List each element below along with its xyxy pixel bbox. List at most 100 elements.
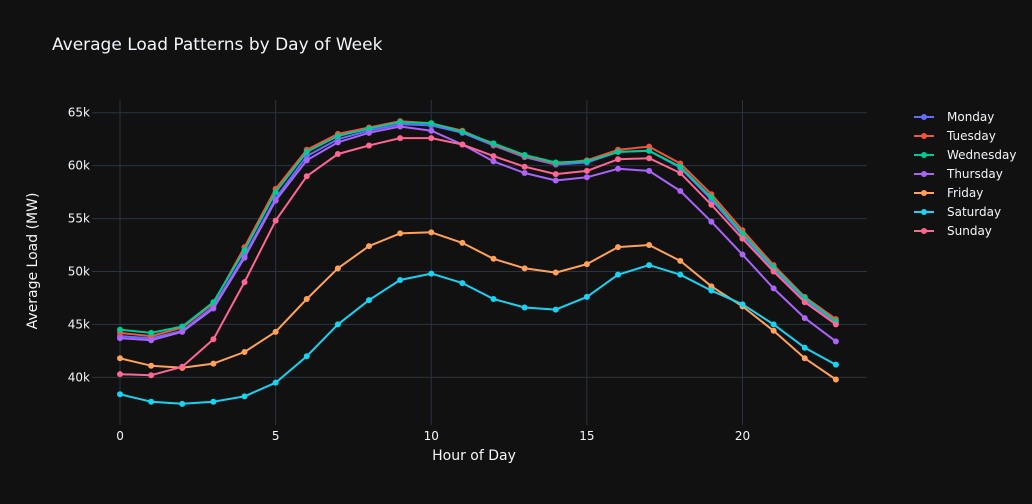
- legend-item-sunday[interactable]: Sunday: [914, 224, 992, 238]
- data-point[interactable]: [521, 265, 528, 272]
- data-point[interactable]: [334, 139, 341, 146]
- legend-item-friday[interactable]: Friday: [914, 186, 983, 200]
- data-point[interactable]: [677, 170, 684, 177]
- data-point[interactable]: [521, 163, 528, 170]
- data-point[interactable]: [272, 217, 279, 224]
- data-point[interactable]: [521, 152, 528, 159]
- data-point[interactable]: [770, 327, 777, 334]
- data-point[interactable]: [521, 304, 528, 311]
- data-point[interactable]: [646, 155, 653, 162]
- data-point[interactable]: [148, 398, 155, 405]
- data-point[interactable]: [770, 285, 777, 292]
- data-point[interactable]: [677, 271, 684, 278]
- data-point[interactable]: [459, 141, 466, 148]
- data-point[interactable]: [677, 188, 684, 195]
- data-point[interactable]: [708, 218, 715, 225]
- data-point[interactable]: [615, 271, 622, 278]
- data-point[interactable]: [210, 299, 217, 306]
- data-point[interactable]: [459, 280, 466, 287]
- data-point[interactable]: [801, 299, 808, 306]
- data-point[interactable]: [210, 305, 217, 312]
- data-point[interactable]: [241, 348, 248, 355]
- series-line[interactable]: [119, 123, 837, 340]
- data-point[interactable]: [428, 120, 435, 127]
- data-point[interactable]: [552, 306, 559, 313]
- data-point[interactable]: [646, 167, 653, 174]
- data-point[interactable]: [490, 255, 497, 262]
- series-line[interactable]: [119, 264, 837, 405]
- series-friday[interactable]: [117, 229, 839, 383]
- data-point[interactable]: [646, 143, 653, 150]
- data-point[interactable]: [459, 128, 466, 135]
- data-point[interactable]: [583, 158, 590, 165]
- data-point[interactable]: [615, 244, 622, 251]
- data-point[interactable]: [334, 265, 341, 272]
- data-point[interactable]: [490, 296, 497, 303]
- series-monday[interactable]: [117, 121, 839, 342]
- series-line[interactable]: [119, 137, 837, 377]
- data-point[interactable]: [241, 254, 248, 261]
- data-point[interactable]: [303, 148, 310, 155]
- data-point[interactable]: [677, 163, 684, 170]
- data-point[interactable]: [272, 197, 279, 204]
- data-point[interactable]: [210, 398, 217, 405]
- data-point[interactable]: [117, 335, 124, 342]
- data-point[interactable]: [490, 140, 497, 147]
- data-point[interactable]: [646, 262, 653, 269]
- data-point[interactable]: [366, 297, 373, 304]
- data-point[interactable]: [117, 391, 124, 398]
- data-point[interactable]: [583, 293, 590, 300]
- data-point[interactable]: [366, 142, 373, 149]
- data-point[interactable]: [708, 283, 715, 290]
- data-point[interactable]: [366, 125, 373, 132]
- data-point[interactable]: [179, 400, 186, 407]
- data-point[interactable]: [241, 393, 248, 400]
- data-point[interactable]: [708, 194, 715, 201]
- data-point[interactable]: [552, 269, 559, 276]
- series-line[interactable]: [119, 121, 837, 334]
- series-line[interactable]: [119, 125, 837, 343]
- legend-item-monday[interactable]: Monday: [914, 110, 994, 124]
- data-point[interactable]: [770, 321, 777, 328]
- data-point[interactable]: [272, 379, 279, 386]
- series-thursday[interactable]: [117, 123, 839, 345]
- data-point[interactable]: [272, 189, 279, 196]
- data-point[interactable]: [428, 229, 435, 236]
- data-point[interactable]: [583, 174, 590, 181]
- data-point[interactable]: [148, 362, 155, 369]
- series-saturday[interactable]: [117, 262, 839, 407]
- data-point[interactable]: [334, 132, 341, 139]
- data-point[interactable]: [303, 353, 310, 360]
- data-point[interactable]: [303, 296, 310, 303]
- data-point[interactable]: [490, 153, 497, 160]
- data-point[interactable]: [708, 201, 715, 208]
- data-point[interactable]: [179, 363, 186, 370]
- series-sunday[interactable]: [117, 135, 839, 379]
- data-point[interactable]: [832, 361, 839, 368]
- data-point[interactable]: [397, 135, 404, 142]
- data-point[interactable]: [832, 338, 839, 345]
- data-point[interactable]: [739, 301, 746, 308]
- data-point[interactable]: [708, 287, 715, 294]
- data-point[interactable]: [397, 123, 404, 130]
- data-point[interactable]: [428, 135, 435, 142]
- data-point[interactable]: [428, 127, 435, 134]
- data-point[interactable]: [179, 328, 186, 335]
- data-point[interactable]: [583, 261, 590, 268]
- legend-item-saturday[interactable]: Saturday: [914, 205, 1001, 219]
- series-line[interactable]: [119, 231, 837, 381]
- data-point[interactable]: [801, 315, 808, 322]
- data-point[interactable]: [646, 147, 653, 154]
- data-point[interactable]: [490, 158, 497, 165]
- legend-item-wednesday[interactable]: Wednesday: [914, 148, 1016, 162]
- data-point[interactable]: [615, 148, 622, 155]
- data-point[interactable]: [117, 355, 124, 362]
- data-point[interactable]: [397, 119, 404, 126]
- legend-item-thursday[interactable]: Thursday: [914, 167, 1003, 181]
- legend-item-tuesday[interactable]: Tuesday: [914, 129, 996, 143]
- data-point[interactable]: [334, 321, 341, 328]
- data-point[interactable]: [148, 329, 155, 336]
- data-point[interactable]: [117, 371, 124, 378]
- data-point[interactable]: [148, 372, 155, 379]
- data-point[interactable]: [148, 337, 155, 344]
